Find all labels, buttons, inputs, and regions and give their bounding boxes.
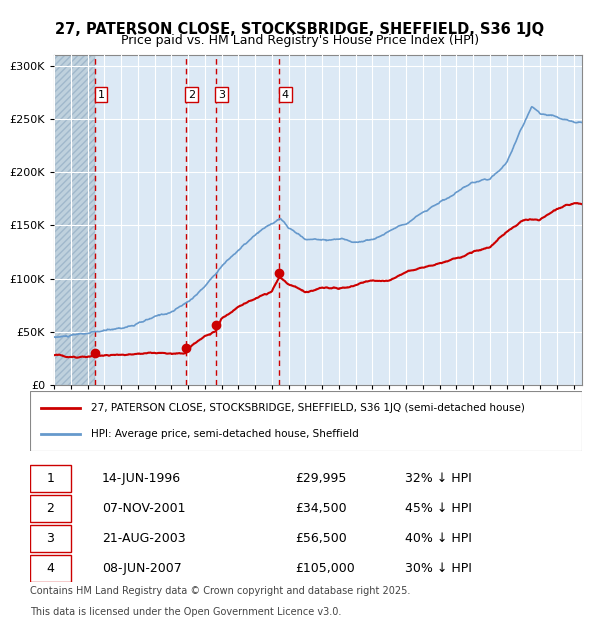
Text: 07-NOV-2001: 07-NOV-2001 — [102, 502, 185, 515]
Text: £56,500: £56,500 — [295, 532, 347, 545]
FancyBboxPatch shape — [30, 391, 582, 451]
Text: 1: 1 — [46, 472, 55, 485]
Text: HPI: Average price, semi-detached house, Sheffield: HPI: Average price, semi-detached house,… — [91, 430, 358, 440]
Text: 21-AUG-2003: 21-AUG-2003 — [102, 532, 185, 545]
Text: 3: 3 — [218, 90, 225, 100]
Text: 32% ↓ HPI: 32% ↓ HPI — [406, 472, 472, 485]
Text: 2: 2 — [188, 90, 195, 100]
Text: 27, PATERSON CLOSE, STOCKSBRIDGE, SHEFFIELD, S36 1JQ: 27, PATERSON CLOSE, STOCKSBRIDGE, SHEFFI… — [55, 22, 545, 37]
Text: Contains HM Land Registry data © Crown copyright and database right 2025.: Contains HM Land Registry data © Crown c… — [30, 585, 410, 595]
Bar — [54, 55, 95, 385]
Text: Price paid vs. HM Land Registry's House Price Index (HPI): Price paid vs. HM Land Registry's House … — [121, 34, 479, 47]
Text: 3: 3 — [46, 532, 55, 545]
Text: £29,995: £29,995 — [295, 472, 346, 485]
Text: 30% ↓ HPI: 30% ↓ HPI — [406, 562, 472, 575]
Text: 45% ↓ HPI: 45% ↓ HPI — [406, 502, 472, 515]
Text: 40% ↓ HPI: 40% ↓ HPI — [406, 532, 472, 545]
Bar — [95, 55, 279, 385]
Text: 4: 4 — [46, 562, 55, 575]
Text: 27, PATERSON CLOSE, STOCKSBRIDGE, SHEFFIELD, S36 1JQ (semi-detached house): 27, PATERSON CLOSE, STOCKSBRIDGE, SHEFFI… — [91, 403, 524, 413]
FancyBboxPatch shape — [30, 495, 71, 523]
Text: 08-JUN-2007: 08-JUN-2007 — [102, 562, 182, 575]
Text: 1: 1 — [98, 90, 104, 100]
Text: This data is licensed under the Open Government Licence v3.0.: This data is licensed under the Open Gov… — [30, 607, 341, 617]
FancyBboxPatch shape — [30, 465, 71, 492]
FancyBboxPatch shape — [30, 525, 71, 552]
Text: 14-JUN-1996: 14-JUN-1996 — [102, 472, 181, 485]
Text: £105,000: £105,000 — [295, 562, 355, 575]
Text: 2: 2 — [46, 502, 55, 515]
Text: £34,500: £34,500 — [295, 502, 347, 515]
Bar — [54, 55, 95, 385]
Text: 4: 4 — [282, 90, 289, 100]
FancyBboxPatch shape — [30, 555, 71, 582]
